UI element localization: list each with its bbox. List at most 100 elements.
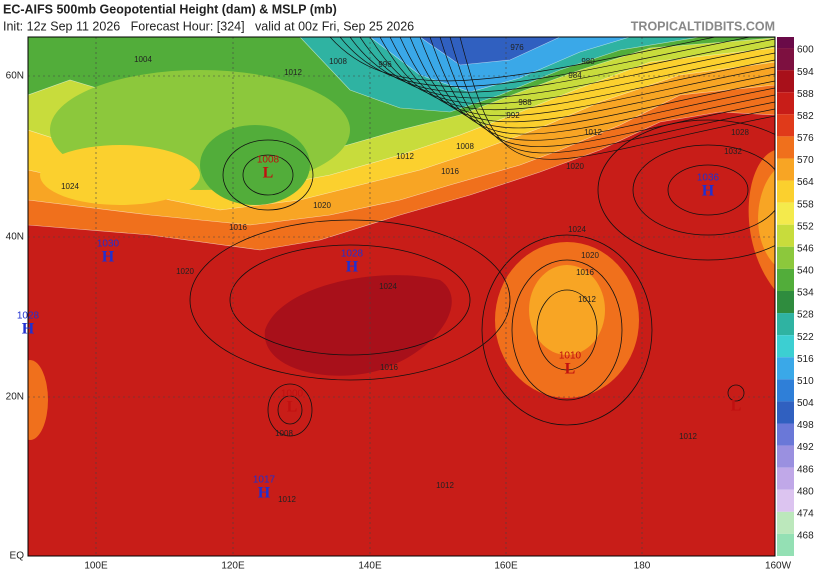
isobar [439,37,775,147]
colorbar-label: 528 [797,310,814,321]
map-area [28,37,775,556]
colorbar-label: 504 [797,398,814,409]
colorbar-label: 480 [797,486,814,497]
isobar [359,37,775,99]
isobar [389,37,775,117]
height-band [200,125,310,205]
contour-label: 1020 [313,201,331,210]
lon-label: 140E [358,561,382,572]
isobar [419,37,775,135]
isobar [481,234,653,426]
contour-label: 1012 [436,481,454,490]
colorbar-label: 516 [797,354,814,365]
center-letter: L [731,398,742,415]
contour-label: 992 [506,111,520,120]
colorbar-swatch [777,158,794,181]
isobar [339,37,752,87]
colorbar-label: 498 [797,420,814,431]
colorbar-label: 546 [797,243,814,254]
isobar [277,395,303,425]
contour-label: 1012 [396,152,414,161]
colorbar-swatch [777,401,794,424]
colorbar-label: 534 [797,288,814,299]
isobar [267,383,313,437]
colorbar-swatch [777,48,794,71]
colorbar-swatch [777,489,794,512]
colorbar-cap [777,37,794,49]
colorbar-swatch [777,379,794,402]
site-name: TROPICALTIDBITS.COM [631,19,775,33]
colorbar-label: 552 [797,221,814,232]
center-letter: H [258,485,271,502]
contour-label: 1016 [576,268,594,277]
contour-label: 1020 [581,251,599,260]
contour-label: 1024 [61,182,79,191]
center-letter: L [263,165,274,182]
center-value: 1030 [97,239,120,250]
isobar [632,144,775,236]
colorbar-label: 486 [797,464,814,475]
contour-label: 1032 [724,147,742,156]
isobar [189,219,511,381]
colorbar-swatch [777,136,794,159]
contour-label: 1012 [679,432,697,441]
colorbar-label: 600 [797,45,814,56]
isobar [409,37,775,129]
colorbar-swatch [777,268,794,291]
lon-label: 180 [634,561,651,572]
colorbar-swatch [777,180,794,203]
center-value: 1028 [341,249,364,260]
isobar [536,289,598,371]
height-band [40,145,200,205]
contour-label: 1008 [456,142,474,151]
subtitle: Init: 12z Sep 11 2026 Forecast Hour: [32… [3,19,414,33]
colorbar-label: 570 [797,155,814,166]
map-overlay: 60N 40N 20N EQ 100E 120E 140E 160E 180 160W 1004 10… [6,36,814,572]
colorbar-swatch [777,511,794,534]
center-value: 1000 [281,389,304,400]
contour-label: 1004 [134,55,152,64]
contour-label: 1020 [566,162,584,171]
height-band [529,265,605,355]
center-value: 1008 [257,155,280,166]
contour-label: 1012 [278,495,296,504]
contour-label: 1024 [379,282,397,291]
isobar [429,37,775,141]
isobar [222,139,314,211]
lon-label: 120E [221,561,245,572]
colorbar-swatch [777,224,794,247]
contour-label: 1028 [731,128,749,137]
colorbar-label: 474 [797,508,814,519]
isobar [727,384,745,402]
colorbar-swatch [777,246,794,269]
isobar [399,37,775,123]
colorbar-label: 522 [797,332,814,343]
colorbar-label: 576 [797,133,814,144]
center-letter: L [565,361,576,378]
center-letter: H [102,249,115,266]
isobar [379,37,775,111]
colorbar-label: 468 [797,531,814,542]
lon-label: 100E [84,561,108,572]
colorbar-label: 564 [797,177,814,188]
contour-label: 1016 [380,363,398,372]
height-band [419,37,561,66]
center-value: 1017 [253,475,276,486]
lon-label: 160E [494,561,518,572]
colorbar-swatch [777,423,794,446]
contour-label: 984 [568,71,582,80]
colorbar-label: 582 [797,111,814,122]
map-border [27,36,776,557]
colorbar-swatch [777,202,794,225]
lon-label: 160W [765,561,792,572]
lat-label: 60N [6,71,24,82]
lat-label: EQ [10,551,25,562]
colorbar-swatch [777,335,794,358]
contour-label: 1012 [578,295,596,304]
colorbar-label: 492 [797,442,814,453]
isobar [229,244,471,356]
height-band [758,170,775,265]
center-value: 1010 [559,351,582,362]
